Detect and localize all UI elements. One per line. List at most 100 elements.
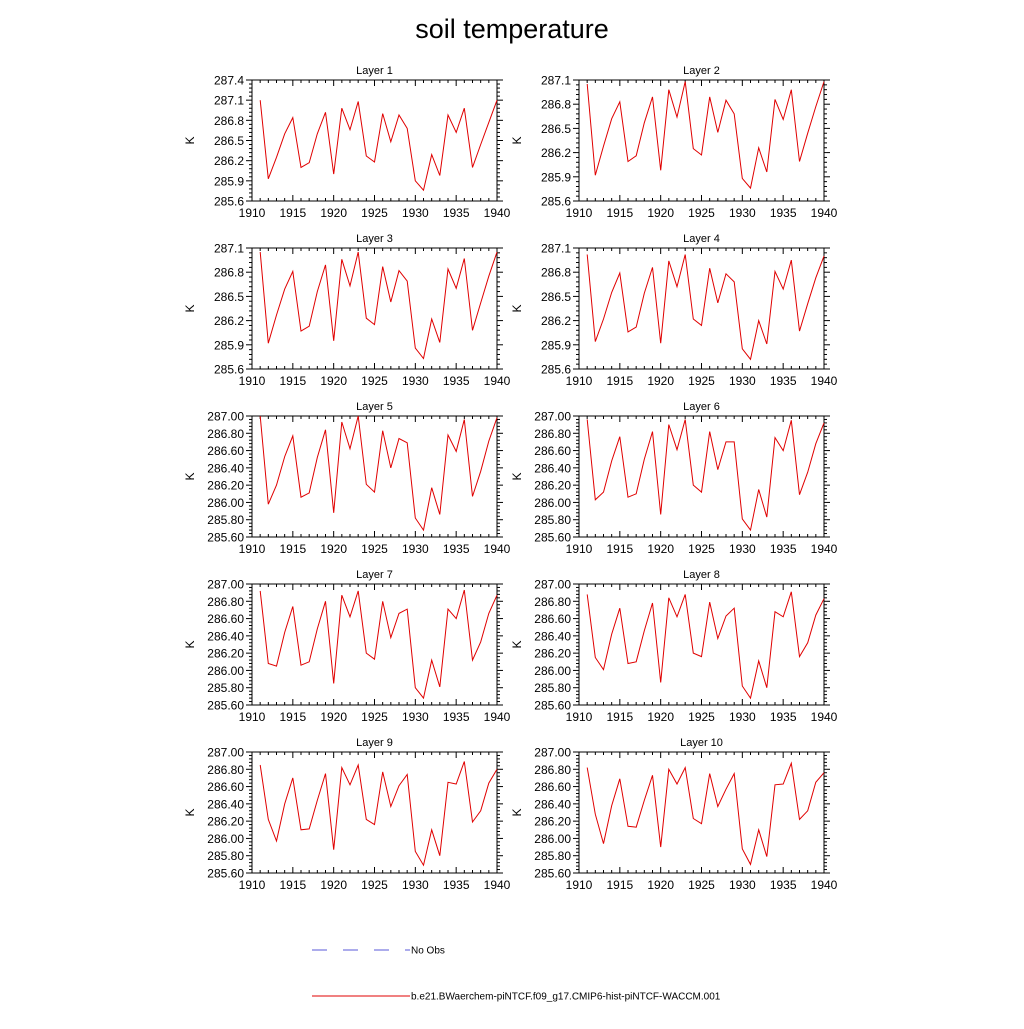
y-tick-label: 286.60 — [207, 444, 244, 458]
y-tick-label: 286.20 — [534, 815, 571, 829]
x-tick-label: 1920 — [647, 878, 674, 892]
x-tick-label: 1935 — [443, 710, 470, 724]
x-tick-label: 1925 — [688, 374, 715, 388]
y-tick-label: 286.8 — [541, 98, 571, 112]
y-tick-label: 287.00 — [534, 578, 571, 592]
x-tick-label: 1910 — [239, 542, 266, 556]
y-tick-label: 286.00 — [534, 832, 571, 846]
y-tick-label: 286.20 — [207, 647, 244, 661]
series-line — [259, 761, 498, 867]
series-line — [259, 415, 498, 532]
x-tick-label: 1935 — [770, 542, 797, 556]
x-tick-label: 1920 — [320, 374, 347, 388]
y-tick-label: 285.6 — [541, 363, 571, 377]
y-tick-label: 286.5 — [214, 134, 244, 148]
panel-title: Layer 3 — [356, 233, 393, 245]
y-tick-label: 286.2 — [214, 314, 244, 328]
y-tick-label: 286.2 — [541, 146, 571, 160]
y-tick-label: 285.80 — [534, 849, 571, 863]
plot-frame — [251, 751, 498, 874]
y-tick-label: 286.5 — [541, 290, 571, 304]
x-tick-label: 1925 — [361, 878, 388, 892]
y-tick-label: 286.80 — [207, 595, 244, 609]
y-tick-label: 286.20 — [207, 815, 244, 829]
x-tick-label: 1930 — [402, 878, 429, 892]
y-tick-label: 286.00 — [207, 496, 244, 510]
y-tick-label: 286.20 — [534, 479, 571, 493]
x-tick-label: 1930 — [729, 374, 756, 388]
x-tick-label: 1910 — [566, 878, 593, 892]
y-tick-label: 285.9 — [214, 174, 244, 188]
y-axis-label: K — [183, 472, 197, 480]
chart-panel: Layer 9 1910 1915 1920 1925 1930 1935 1940 285.6… — [183, 737, 511, 892]
y-tick-label: 286.80 — [534, 763, 571, 777]
y-tick-label: 287.00 — [207, 578, 244, 592]
y-tick-label: 287.1 — [214, 94, 244, 108]
x-tick-label: 1915 — [606, 878, 633, 892]
y-tick-label: 286.60 — [534, 444, 571, 458]
y-tick-label: 286.20 — [207, 479, 244, 493]
y-tick-label: 286.00 — [207, 832, 244, 846]
panel-title: Layer 6 — [683, 401, 720, 413]
x-tick-label: 1940 — [811, 206, 838, 220]
y-tick-label: 285.9 — [214, 338, 244, 352]
x-tick-label: 1910 — [239, 374, 266, 388]
y-axis-label: K — [510, 640, 524, 648]
x-tick-label: 1925 — [361, 542, 388, 556]
y-axis-label: K — [183, 808, 197, 816]
x-tick-label: 1940 — [484, 542, 511, 556]
x-tick-label: 1935 — [770, 374, 797, 388]
y-tick-label: 285.60 — [534, 699, 571, 713]
y-tick-label: 285.80 — [207, 849, 244, 863]
x-tick-label: 1935 — [770, 710, 797, 724]
plot-frame — [578, 79, 825, 202]
panel-title: Layer 2 — [683, 65, 720, 77]
x-tick-label: 1935 — [443, 206, 470, 220]
x-tick-label: 1915 — [606, 374, 633, 388]
x-tick-label: 1935 — [443, 878, 470, 892]
panel-title: Layer 7 — [356, 569, 393, 581]
x-tick-label: 1910 — [239, 206, 266, 220]
x-tick-label: 1920 — [320, 542, 347, 556]
chart-panel: Layer 1 1910 1915 1920 1925 1930 1935 1940 285.6… — [183, 65, 511, 220]
plot-frame — [251, 247, 498, 370]
x-tick-label: 1940 — [811, 878, 838, 892]
series-line — [259, 100, 498, 192]
y-tick-label: 286.00 — [207, 664, 244, 678]
y-tick-label: 286.40 — [534, 461, 571, 475]
x-tick-label: 1910 — [239, 710, 266, 724]
y-axis-label: K — [183, 640, 197, 648]
x-tick-label: 1940 — [484, 374, 511, 388]
y-tick-label: 286.60 — [534, 780, 571, 794]
x-tick-label: 1910 — [239, 878, 266, 892]
x-tick-label: 1940 — [811, 710, 838, 724]
x-tick-label: 1940 — [484, 206, 511, 220]
x-tick-label: 1925 — [361, 374, 388, 388]
x-tick-label: 1930 — [402, 206, 429, 220]
y-tick-label: 285.9 — [541, 338, 571, 352]
y-tick-label: 285.80 — [207, 681, 244, 695]
chart-panel: Layer 4 1910 1915 1920 1925 1930 1935 1940 285.6… — [510, 233, 838, 388]
y-tick-label: 287.00 — [534, 746, 571, 760]
y-tick-label: 285.6 — [214, 195, 244, 209]
plot-frame — [578, 247, 825, 370]
y-tick-label: 286.80 — [207, 763, 244, 777]
x-tick-label: 1930 — [402, 710, 429, 724]
y-tick-label: 286.80 — [534, 595, 571, 609]
x-tick-label: 1920 — [647, 710, 674, 724]
y-tick-label: 287.1 — [541, 74, 571, 88]
x-tick-label: 1915 — [606, 542, 633, 556]
y-tick-label: 285.9 — [541, 170, 571, 184]
y-tick-label: 286.20 — [534, 647, 571, 661]
y-tick-label: 285.6 — [214, 363, 244, 377]
y-tick-label: 286.60 — [207, 612, 244, 626]
plot-frame — [251, 79, 498, 202]
chart-panel: Layer 3 1910 1915 1920 1925 1930 1935 1940 285.6… — [183, 233, 511, 388]
y-tick-label: 286.40 — [207, 461, 244, 475]
panel-title: Layer 10 — [680, 737, 723, 749]
y-tick-label: 286.8 — [541, 266, 571, 280]
x-tick-label: 1935 — [770, 878, 797, 892]
y-tick-label: 285.60 — [534, 531, 571, 545]
y-tick-label: 285.80 — [534, 681, 571, 695]
